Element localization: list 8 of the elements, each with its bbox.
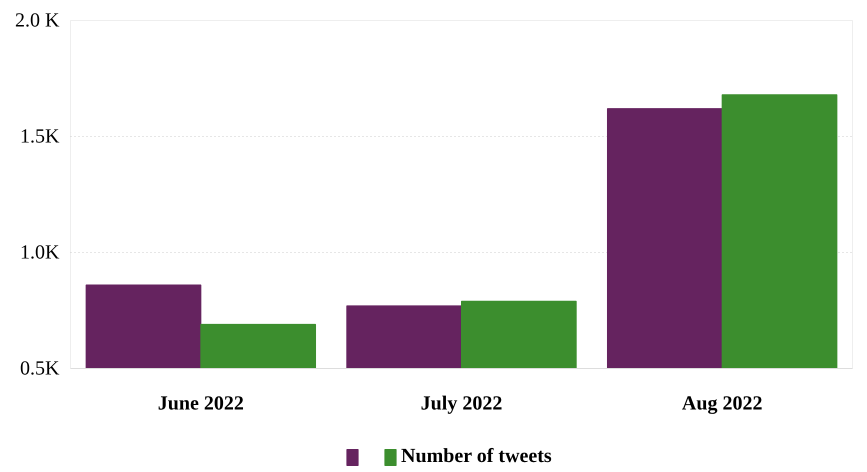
legend-label: Number of tweets	[401, 445, 552, 468]
x-tick-label: Aug 2022	[682, 392, 762, 414]
y-tick-label: 0.5K	[20, 358, 60, 380]
y-tick-label: 1.0K	[20, 242, 60, 264]
y-tick-label: 2.0 K	[15, 10, 60, 32]
y-tick-label: 1.5K	[20, 126, 60, 148]
x-tick-label: July 2022	[420, 392, 502, 414]
x-tick-label: June 2022	[158, 392, 244, 414]
